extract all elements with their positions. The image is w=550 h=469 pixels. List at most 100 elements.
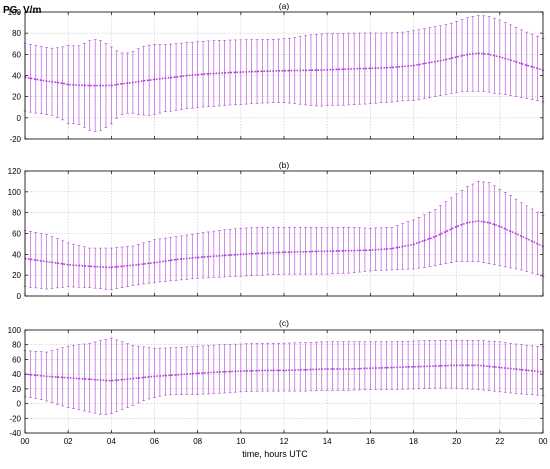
mean-point [51, 80, 53, 83]
error-bar [293, 226, 297, 275]
mean-point [499, 56, 501, 58]
mean-point [364, 367, 366, 370]
mean-point [488, 221, 490, 224]
mean-point [320, 69, 323, 71]
mean-point [191, 372, 194, 375]
error-bar [444, 339, 448, 389]
mean-point [94, 378, 96, 381]
y-tick-label: -40 [9, 429, 21, 438]
y-tick-label: 80 [12, 341, 21, 350]
mean-point [293, 251, 296, 253]
error-bar [428, 340, 432, 389]
mean-point [223, 72, 226, 74]
mean-point [331, 68, 334, 71]
mean-point [121, 378, 123, 381]
y-axis-label: PG, V/m [3, 5, 41, 16]
error-bar [109, 247, 113, 291]
y-tick-label: 100 [8, 326, 22, 335]
mean-point [159, 261, 161, 263]
mean-point [304, 69, 307, 72]
mean-point [175, 374, 177, 376]
mean-point [364, 67, 366, 70]
error-bar [142, 346, 146, 401]
error-bar [239, 227, 243, 277]
error-bar [363, 341, 367, 391]
panel-label-a: (a) [279, 1, 290, 11]
error-bar [314, 341, 318, 391]
mean-point [169, 259, 172, 262]
error-bar [385, 341, 388, 390]
error-bar [433, 209, 437, 267]
mean-point [56, 262, 59, 264]
error-bar [201, 345, 205, 395]
error-bar [207, 231, 210, 279]
mean-point [504, 367, 507, 369]
error-bar [439, 339, 442, 389]
mean-point [385, 248, 388, 250]
mean-point [186, 257, 188, 260]
mean-point [94, 84, 96, 87]
mean-point [380, 67, 382, 69]
error-bar [93, 247, 97, 289]
error-bar [277, 226, 281, 275]
mean-point [358, 249, 361, 252]
mean-point [207, 73, 210, 75]
mean-point [105, 266, 107, 268]
mean-point [283, 369, 285, 372]
mean-point [347, 249, 350, 252]
mean-point [304, 368, 307, 371]
error-bar [223, 229, 227, 278]
mean-point [477, 220, 480, 222]
mean-point [358, 67, 361, 70]
error-bar [190, 233, 194, 280]
mean-point [40, 260, 42, 262]
y-tick-label: -20 [9, 135, 21, 144]
mean-point [526, 237, 528, 240]
mean-point [83, 84, 86, 87]
mean-point [445, 364, 447, 367]
mean-point [391, 366, 393, 369]
mean-point [418, 63, 420, 66]
mean-point [191, 257, 194, 259]
mean-point [488, 365, 490, 368]
error-bar [298, 342, 302, 392]
error-bar [266, 226, 270, 276]
mean-point [121, 265, 123, 268]
x-tick-label: 16 [366, 437, 375, 446]
x-tick-label: 20 [452, 437, 461, 446]
error-bar [217, 230, 221, 278]
error-bar [77, 344, 81, 411]
error-bar [82, 343, 86, 412]
error-bar [212, 230, 216, 278]
error-bar [406, 340, 410, 390]
error-bar [255, 227, 259, 276]
mean-point [288, 369, 291, 372]
mean-point [132, 264, 134, 267]
error-bar [104, 247, 108, 290]
error-bar [207, 345, 210, 395]
error-bar [277, 342, 281, 392]
y-tick-label: 60 [12, 230, 21, 239]
mean-point [67, 263, 69, 266]
mean-point [293, 369, 296, 371]
mean-point [202, 256, 204, 258]
mean-point [56, 81, 59, 84]
error-bar [174, 347, 178, 396]
mean-point [191, 74, 194, 76]
mean-point [83, 378, 86, 380]
x-tick-label: 06 [150, 437, 159, 446]
mean-point [445, 58, 447, 61]
mean-point [536, 243, 539, 245]
error-bar [163, 237, 167, 282]
error-bar [271, 342, 275, 392]
y-tick-label: 20 [12, 385, 21, 394]
mean-point [159, 77, 161, 80]
mean-point [418, 241, 420, 244]
mean-point [509, 59, 512, 61]
mean-point [277, 369, 280, 372]
error-bar [460, 339, 464, 389]
mean-point [455, 225, 458, 228]
mean-point [88, 84, 91, 87]
mean-point [536, 67, 539, 70]
mean-point [418, 365, 420, 368]
